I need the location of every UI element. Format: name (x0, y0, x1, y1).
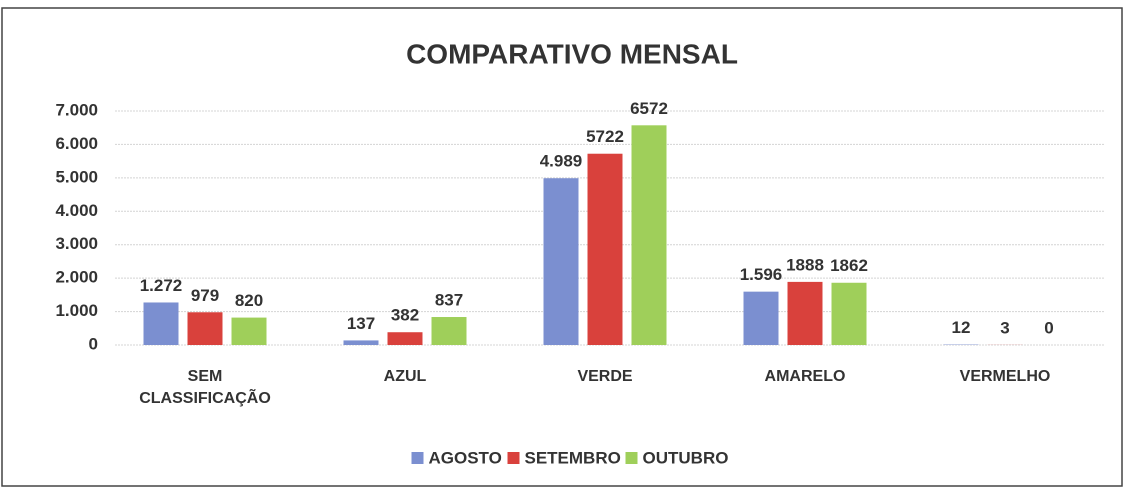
chart-title: COMPARATIVO MENSAL (406, 38, 738, 69)
bar (543, 178, 579, 345)
legend-swatch (625, 452, 638, 464)
y-tick-label: 4.000 (55, 201, 98, 220)
y-tick-label: 7.000 (55, 100, 98, 119)
value-label: 820 (235, 291, 263, 310)
bar (431, 317, 467, 345)
value-label: 5722 (586, 127, 624, 146)
y-tick-label: 6.000 (55, 134, 98, 153)
value-label: 0 (1044, 318, 1053, 337)
y-tick-label: 0 (89, 334, 98, 353)
legend-swatch (507, 452, 520, 464)
bar (143, 302, 179, 345)
y-tick-label: 2.000 (55, 268, 98, 287)
legend-label: AGOSTO (429, 448, 502, 467)
value-label: 12 (952, 318, 971, 337)
value-label: 837 (435, 291, 463, 310)
bar (387, 332, 423, 345)
y-tick-label: 1.000 (55, 301, 98, 320)
value-label: 137 (347, 314, 375, 333)
bar (631, 125, 667, 345)
bar (831, 282, 867, 345)
y-tick-label: 3.000 (55, 234, 98, 253)
bar (343, 340, 379, 345)
bar (187, 312, 223, 345)
x-tick-label: SEM CLASSIFICAÇÃO (139, 368, 271, 407)
x-tick-label: VERMELHO (959, 368, 1051, 385)
y-tick-label: 5.000 (55, 167, 98, 186)
value-label: 382 (391, 306, 419, 325)
value-label: 1.596 (740, 265, 783, 284)
x-tick-label: VERDE (577, 368, 633, 385)
x-tick-label: AZUL (383, 368, 427, 385)
value-label: 3 (1000, 318, 1009, 337)
frame (1, 7, 1123, 487)
legend-label: OUTUBRO (643, 448, 729, 467)
value-label: 1.272 (140, 276, 183, 295)
value-label: 1862 (830, 256, 868, 275)
value-label: 4.989 (540, 152, 583, 171)
legend-label: SETEMBRO (525, 448, 621, 467)
value-label: 1888 (786, 255, 824, 274)
bar (587, 153, 623, 345)
bar (787, 281, 823, 345)
bar (743, 291, 779, 345)
x-tick-label: AMARELO (764, 368, 846, 385)
value-label: 6572 (630, 99, 668, 118)
value-label: 979 (191, 286, 219, 305)
legend-swatch (411, 452, 424, 464)
bar (231, 317, 267, 345)
